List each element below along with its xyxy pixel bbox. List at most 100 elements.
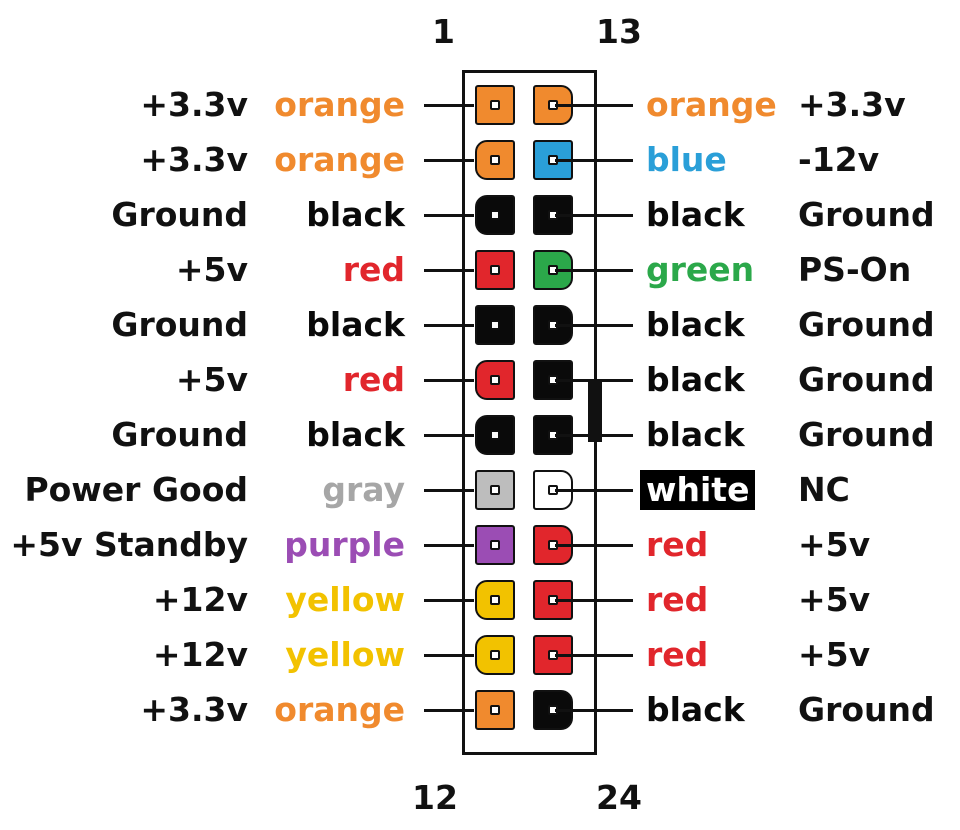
pin-8-signal-label: Power Good (24, 470, 248, 509)
pin-1-wire-color-label: orange (274, 85, 405, 124)
pin-5-contact-hole (490, 320, 500, 330)
pin-1-signal-label: +3.3v (140, 85, 248, 124)
pin-10-socket (475, 580, 515, 620)
pin-9-wire-color-label: purple (284, 525, 405, 564)
pin-5-socket (475, 305, 515, 345)
pin-22-leader-line (555, 599, 633, 602)
pin-3-contact-hole (490, 210, 500, 220)
pin-1-leader-line (424, 104, 474, 107)
pin-4-leader-line (424, 269, 474, 272)
pin-23-leader-line (555, 654, 633, 657)
pin-13-signal-label: +3.3v (798, 85, 906, 124)
pin-16-wire-color-label: green (646, 250, 755, 289)
pin-2-signal-label: +3.3v (140, 140, 248, 179)
pin-11-socket (475, 635, 515, 675)
pin-number-24-label: 24 (596, 778, 642, 817)
pin-17-leader-line (555, 324, 633, 327)
pin-number-1-label: 1 (432, 12, 455, 51)
pin-17-wire-color-label: black (646, 305, 745, 344)
pin-6-contact-hole (490, 375, 500, 385)
pin-18-leader-line (555, 379, 633, 382)
pin-7-leader-line (424, 434, 474, 437)
pin-7-contact-hole (490, 430, 500, 440)
pin-5-wire-color-label: black (306, 305, 405, 344)
pin-1-socket (475, 85, 515, 125)
pin-22-wire-color-label: red (646, 580, 709, 619)
pin-18-wire-color-label: black (646, 360, 745, 399)
pin-21-signal-label: +5v (798, 525, 871, 564)
pin-11-wire-color-label: yellow (285, 635, 405, 674)
pin-21-leader-line (555, 544, 633, 547)
pin-19-leader-line (555, 434, 633, 437)
pin-12-contact-hole (490, 705, 500, 715)
pin-16-leader-line (555, 269, 633, 272)
pin-3-socket (475, 195, 515, 235)
pin-11-contact-hole (490, 650, 500, 660)
pin-14-wire-color-label: blue (646, 140, 727, 179)
pin-18-signal-label: Ground (798, 360, 935, 399)
pin-15-signal-label: Ground (798, 195, 935, 234)
pin-12-leader-line (424, 709, 474, 712)
pin-7-socket (475, 415, 515, 455)
pin-3-signal-label: Ground (111, 195, 248, 234)
pin-10-leader-line (424, 599, 474, 602)
pin-5-leader-line (424, 324, 474, 327)
pin-6-signal-label: +5v (175, 360, 248, 399)
pin-19-wire-color-label: black (646, 415, 745, 454)
pin-10-signal-label: +12v (152, 580, 248, 619)
pin-9-socket (475, 525, 515, 565)
pin-9-contact-hole (490, 540, 500, 550)
pin-15-leader-line (555, 214, 633, 217)
connector-latch (588, 380, 602, 442)
pin-21-wire-color-label: red (646, 525, 709, 564)
pin-13-wire-color-label: orange (646, 85, 777, 124)
pin-12-socket (475, 690, 515, 730)
pin-14-leader-line (555, 159, 633, 162)
pin-20-socket (533, 470, 573, 510)
pin-9-leader-line (424, 544, 474, 547)
pin-8-socket (475, 470, 515, 510)
pin-11-leader-line (424, 654, 474, 657)
pin-13-leader-line (555, 104, 633, 107)
pin-17-signal-label: Ground (798, 305, 935, 344)
pin-20-leader-line (555, 489, 633, 492)
pin-24-leader-line (555, 709, 633, 712)
pin-5-signal-label: Ground (111, 305, 248, 344)
pin-1-contact-hole (490, 100, 500, 110)
pin-12-wire-color-label: orange (274, 690, 405, 729)
pin-8-leader-line (424, 489, 474, 492)
pin-11-signal-label: +12v (152, 635, 248, 674)
pin-10-contact-hole (490, 595, 500, 605)
pin-10-wire-color-label: yellow (285, 580, 405, 619)
pin-22-signal-label: +5v (798, 580, 871, 619)
pin-12-signal-label: +3.3v (140, 690, 248, 729)
pin-19-signal-label: Ground (798, 415, 935, 454)
pin-4-wire-color-label: red (342, 250, 405, 289)
pin-2-contact-hole (490, 155, 500, 165)
pin-4-signal-label: +5v (175, 250, 248, 289)
pin-24-wire-color-label: black (646, 690, 745, 729)
pin-6-wire-color-label: red (342, 360, 405, 399)
pin-23-signal-label: +5v (798, 635, 871, 674)
pin-7-wire-color-label: black (306, 415, 405, 454)
pin-3-leader-line (424, 214, 474, 217)
pin-16-signal-label: PS-On (798, 250, 912, 289)
pin-15-wire-color-label: black (646, 195, 745, 234)
pin-20-wire-color-label: white (640, 470, 756, 510)
pin-4-contact-hole (490, 265, 500, 275)
pin-number-12-label: 12 (412, 778, 458, 817)
pin-2-leader-line (424, 159, 474, 162)
pin-2-socket (475, 140, 515, 180)
pin-13-socket (533, 85, 573, 125)
pin-23-wire-color-label: red (646, 635, 709, 674)
pin-4-socket (475, 250, 515, 290)
pin-14-signal-label: -12v (798, 140, 880, 179)
pin-24-signal-label: Ground (798, 690, 935, 729)
pin-number-13-label: 13 (596, 12, 642, 51)
pin-2-wire-color-label: orange (274, 140, 405, 179)
pin-6-leader-line (424, 379, 474, 382)
pin-3-wire-color-label: black (306, 195, 405, 234)
pin-9-signal-label: +5v Standby (10, 525, 248, 564)
pin-6-socket (475, 360, 515, 400)
